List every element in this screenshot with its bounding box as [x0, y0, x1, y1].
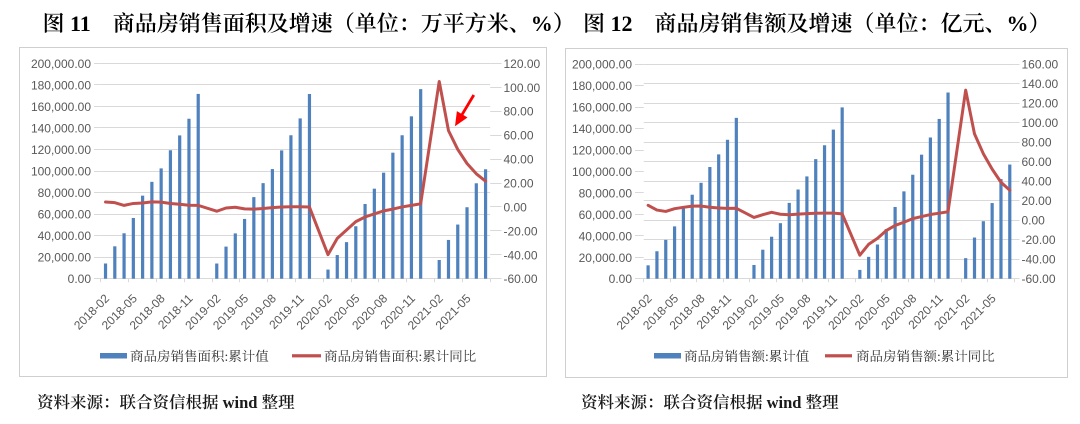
svg-text:-60.00: -60.00 [1022, 272, 1056, 286]
svg-text:12: 12 [605, 11, 655, 36]
svg-text:60,000.00: 60,000.00 [38, 208, 92, 222]
svg-text:11: 11 [65, 11, 113, 36]
svg-text:140.00: 140.00 [1022, 77, 1059, 91]
svg-text:%: % [531, 11, 553, 36]
svg-text:100.00: 100.00 [1022, 116, 1059, 130]
svg-text:wind: wind [763, 393, 806, 412]
svg-text:0.00: 0.00 [68, 272, 92, 286]
svg-text:-20.00: -20.00 [1022, 233, 1056, 247]
svg-text:40.00: 40.00 [504, 153, 534, 167]
svg-text::: : [225, 349, 229, 364]
svg-text:-20.00: -20.00 [504, 224, 538, 238]
svg-text:100,000.00: 100,000.00 [31, 165, 91, 179]
svg-text::: : [419, 349, 423, 364]
svg-text:-40.00: -40.00 [504, 248, 538, 262]
svg-text:0.00: 0.00 [1022, 214, 1046, 228]
svg-text:140,000.00: 140,000.00 [572, 122, 632, 136]
svg-text:80.00: 80.00 [504, 105, 534, 119]
svg-text:20.00: 20.00 [1022, 194, 1052, 208]
svg-text:120,000.00: 120,000.00 [31, 143, 91, 157]
svg-text:160.00: 160.00 [1022, 58, 1059, 72]
svg-text:40.00: 40.00 [1022, 175, 1052, 189]
svg-text:120.00: 120.00 [504, 57, 541, 71]
svg-text:120,000.00: 120,000.00 [572, 144, 632, 158]
svg-text::: : [765, 349, 769, 364]
svg-text:-60.00: -60.00 [504, 272, 538, 286]
svg-text:200,000.00: 200,000.00 [572, 58, 632, 72]
svg-text:wind: wind [219, 393, 262, 412]
svg-text:60.00: 60.00 [1022, 155, 1052, 169]
svg-text:-40.00: -40.00 [1022, 253, 1056, 267]
svg-text:80,000.00: 80,000.00 [579, 186, 633, 200]
svg-text:120.00: 120.00 [1022, 97, 1059, 111]
svg-text:160,000.00: 160,000.00 [31, 100, 91, 114]
svg-text:100.00: 100.00 [504, 81, 541, 95]
svg-text:160,000.00: 160,000.00 [572, 101, 632, 115]
svg-text:20.00: 20.00 [504, 177, 534, 191]
svg-text:20,000.00: 20,000.00 [579, 251, 633, 265]
svg-text::: : [937, 349, 941, 364]
svg-text:100,000.00: 100,000.00 [572, 165, 632, 179]
svg-text:60,000.00: 60,000.00 [579, 208, 633, 222]
svg-text:140,000.00: 140,000.00 [31, 121, 91, 135]
svg-text:200,000.00: 200,000.00 [31, 57, 91, 71]
svg-text:0.00: 0.00 [609, 272, 633, 286]
svg-text:20,000.00: 20,000.00 [38, 251, 92, 265]
svg-text:0.00: 0.00 [504, 200, 528, 214]
svg-text:40,000.00: 40,000.00 [38, 229, 92, 243]
svg-text:180,000.00: 180,000.00 [572, 79, 632, 93]
svg-text:80,000.00: 80,000.00 [38, 186, 92, 200]
svg-text:%: % [1007, 11, 1029, 36]
svg-text:40,000.00: 40,000.00 [579, 229, 633, 243]
svg-text:60.00: 60.00 [504, 129, 534, 143]
svg-text:80.00: 80.00 [1022, 136, 1052, 150]
svg-text:180,000.00: 180,000.00 [31, 78, 91, 92]
